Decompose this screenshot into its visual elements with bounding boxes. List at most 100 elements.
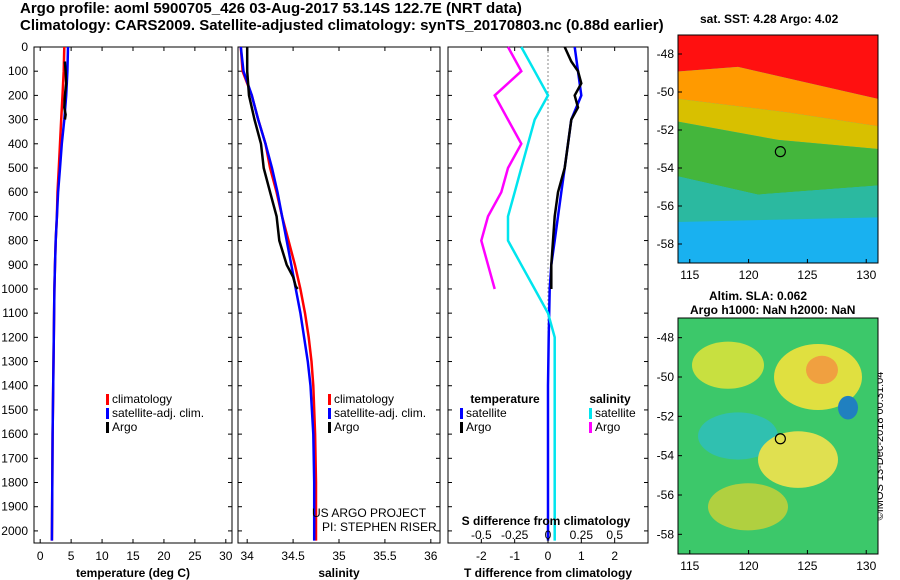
s-diff-tick-label: 0.25 — [570, 528, 594, 542]
sla-anomaly — [758, 431, 838, 488]
legend-label-t-argo: Argo — [466, 420, 492, 434]
x-tick-label: -2 — [476, 549, 487, 563]
depth-tick-label: 1100 — [2, 306, 28, 320]
s-diff-tick-label: 0.5 — [606, 528, 623, 542]
s-diff-tick-label: -0.5 — [471, 528, 492, 542]
argo-position-marker — [774, 146, 786, 158]
legend-label-climatology: climatology — [334, 392, 394, 406]
x-axis-label: temperature (deg C) — [76, 566, 190, 580]
map-lon-tick-label: 130 — [856, 559, 876, 573]
legend-label-argo: Argo — [334, 420, 360, 434]
sla-map — [677, 317, 879, 555]
x-tick-label: -1 — [509, 549, 520, 563]
depth-tick-label: 1400 — [1, 379, 28, 393]
depth-tick-label: 1700 — [1, 451, 28, 465]
sst-green-band — [678, 121, 878, 195]
depth-tick-label: 100 — [8, 64, 28, 78]
legend-swatch-argo — [328, 422, 331, 433]
legend-title-salinity: salinity — [589, 392, 631, 406]
map-lon-tick-label: 130 — [856, 268, 876, 282]
series-line-t-argo — [550, 46, 583, 289]
depth-tick-label: 1200 — [1, 330, 28, 344]
legend-label-t-satellite: satellite — [466, 406, 507, 420]
legend-swatch-argo — [106, 422, 109, 433]
depth-tick-label: 200 — [8, 88, 28, 102]
legend-label-satellite-adj: satellite-adj. clim. — [112, 406, 204, 420]
x-tick-label: 10 — [95, 549, 109, 563]
sla-map-frame — [677, 317, 879, 555]
series-line-argo — [245, 47, 299, 290]
depth-tick-label: 400 — [8, 137, 28, 151]
depth-tick-label: 600 — [8, 185, 28, 199]
figure-title-line2: Climatology: CARS2009. Satellite-adjuste… — [20, 17, 664, 34]
x-tick-label: 15 — [126, 549, 140, 563]
credit-line-1: US ARGO PROJECT — [312, 506, 427, 520]
depth-tick-label: 500 — [8, 161, 28, 175]
legend-swatch-t-argo — [460, 422, 463, 433]
x-tick-label: 34.5 — [281, 549, 305, 563]
map-lon-tick-label: 125 — [797, 268, 817, 282]
depth-tick-label: 1900 — [1, 500, 28, 514]
depth-tick-label: 1000 — [1, 282, 28, 296]
s-diff-axis-label: S difference from climatology — [462, 514, 631, 528]
x-tick-label: 36 — [424, 549, 438, 563]
map-lon-tick-label: 120 — [739, 559, 759, 573]
series-line-satellite-adj-clim- — [239, 46, 316, 541]
sst-map-title: sat. SST: 4.28 Argo: 4.02 — [700, 12, 839, 26]
sla-anomaly — [838, 395, 858, 420]
legend-swatch-climatology — [106, 394, 109, 405]
legend-label-s-argo: Argo — [595, 420, 621, 434]
s-diff-tick-label: 0 — [545, 528, 552, 542]
plot-frame-salinity — [237, 46, 441, 544]
depth-tick-label: 1500 — [1, 403, 28, 417]
sst-map — [677, 34, 879, 264]
argo-position-marker — [774, 433, 786, 445]
x-tick-label: 0 — [545, 549, 552, 563]
credit-line-2: PI: STEPHEN RISER — [322, 520, 437, 534]
sst-orange-band — [678, 66, 878, 127]
map-lon-tick-label: 125 — [797, 559, 817, 573]
x-tick-label: 25 — [188, 549, 202, 563]
map-lat-tick-label: -54 — [657, 161, 675, 175]
x-tick-label: 30 — [219, 549, 233, 563]
depth-tick-label: 0 — [21, 40, 28, 54]
series-line-t-satellite — [546, 46, 583, 541]
legend-swatch-s-satellite — [589, 408, 592, 419]
x-tick-label: 0 — [37, 549, 44, 563]
depth-tick-label: 300 — [8, 113, 28, 127]
sla-anomaly — [806, 355, 838, 385]
x-tick-label: 35.5 — [373, 549, 397, 563]
map-lat-tick-label: -58 — [657, 237, 675, 251]
depth-tick-label: 1800 — [1, 476, 28, 490]
legend-swatch-satellite-adj — [106, 408, 109, 419]
depth-tick-label: 900 — [8, 258, 28, 272]
x-tick-label: 35 — [332, 549, 346, 563]
map-lat-tick-label: -56 — [657, 199, 675, 213]
map-lat-tick-label: -54 — [657, 449, 675, 463]
map-lat-tick-label: -48 — [657, 47, 675, 61]
legend-label-argo: Argo — [112, 420, 138, 434]
x-tick-label: 1 — [578, 549, 585, 563]
map-lat-tick-label: -48 — [657, 331, 675, 345]
map-lon-tick-label: 115 — [680, 559, 699, 573]
legend-swatch-climatology — [328, 394, 331, 405]
x-tick-label: 34 — [241, 549, 255, 563]
legend-swatch-s-argo — [589, 422, 592, 433]
s-diff-tick-label: -0.25 — [501, 528, 529, 542]
x-tick-label: 20 — [157, 549, 171, 563]
legend-label-s-satellite: satellite — [595, 406, 636, 420]
sla-map-title: Altim. SLA: 0.062 — [709, 289, 808, 303]
map-lat-tick-label: -50 — [657, 85, 675, 99]
x-axis-label: T difference from climatology — [464, 566, 632, 580]
series-line-argo — [63, 61, 68, 120]
sla-anomaly — [692, 341, 764, 389]
depth-tick-label: 1600 — [1, 427, 28, 441]
series-line-s-argo — [480, 46, 523, 290]
series-line-s-satellite — [506, 46, 556, 541]
map-lon-tick-label: 120 — [739, 268, 759, 282]
map-lat-tick-label: -56 — [657, 488, 675, 502]
map-lat-tick-label: -50 — [657, 370, 675, 384]
height-map-title: Argo h1000: NaN h2000: NaN — [690, 303, 856, 317]
depth-tick-label: 2000 — [1, 524, 28, 538]
figure-title-line1: Argo profile: aoml 5900705_426 03-Aug-20… — [20, 0, 522, 17]
